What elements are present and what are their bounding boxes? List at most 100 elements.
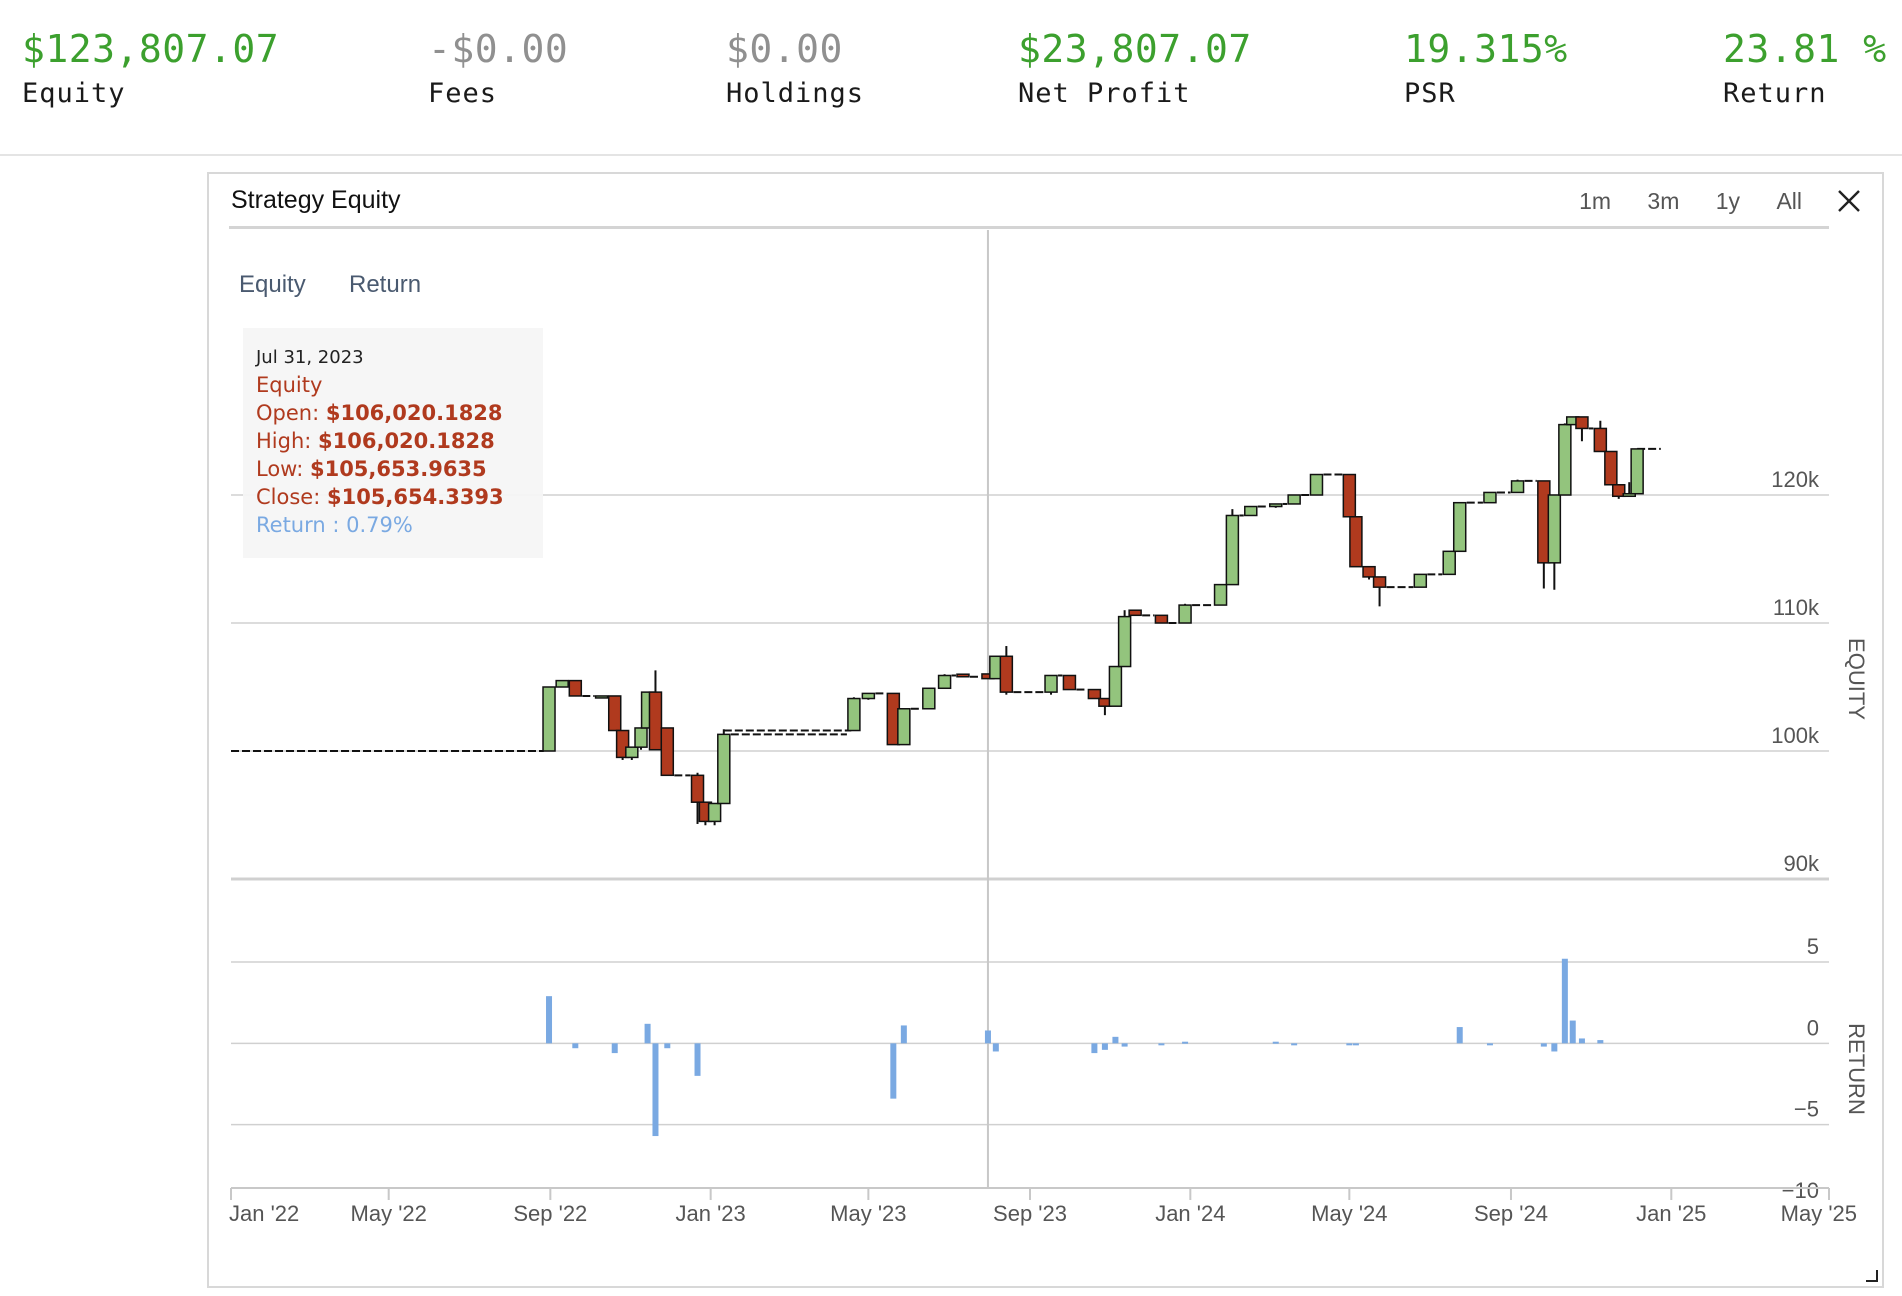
- candle-body: [1611, 484, 1626, 498]
- equity-candle: [1154, 614, 1169, 624]
- equity-tick-label: 90k: [1784, 851, 1820, 876]
- equity-candle: [648, 670, 663, 751]
- candle-body: [634, 727, 648, 748]
- equity-candle: [999, 646, 1014, 695]
- range-1y-button[interactable]: 1y: [1715, 188, 1741, 214]
- stats-bar: $123,807.07 Equity -$0.00 Fees $0.00 Hol…: [0, 0, 1902, 156]
- range-all-button[interactable]: All: [1776, 188, 1802, 214]
- return-bar: [611, 1043, 618, 1054]
- candle-body: [1558, 423, 1572, 496]
- candle-body: [717, 733, 731, 805]
- return-bar: [1561, 958, 1568, 1044]
- tooltip-background: [243, 328, 543, 558]
- return-bar: [1551, 1043, 1558, 1052]
- tooltip-open: Open: $106,020.1828: [256, 401, 503, 425]
- candle-body: [1108, 665, 1123, 707]
- equity-chart[interactable]: 90k 100k 110k 120k 5 0 −5 −10 Jan '22 May '22 Sep …: [209, 174, 1882, 1286]
- return-bar: [652, 1043, 659, 1137]
- x-tick-label: May '24: [1311, 1201, 1387, 1226]
- range-3m-button[interactable]: 3m: [1647, 188, 1680, 214]
- candle-body: [660, 727, 675, 777]
- equity-candle: [1062, 674, 1077, 691]
- equity-candle: [1108, 665, 1123, 707]
- equity-candle: [568, 679, 583, 697]
- return-bar: [992, 1043, 999, 1052]
- equity-candle: [1213, 583, 1228, 606]
- candle-body: [897, 708, 911, 746]
- equity-candle: [625, 746, 639, 760]
- panel-title: Strategy Equity: [231, 186, 401, 214]
- candle-body: [1593, 427, 1608, 453]
- candle-body: [1087, 688, 1102, 700]
- return-tick-label: 0: [1807, 1015, 1819, 1040]
- stat-label: Fees: [428, 78, 498, 109]
- return-bar: [664, 1043, 671, 1049]
- return-bar: [1352, 1043, 1359, 1046]
- x-tick-label: May '25: [1781, 1201, 1857, 1226]
- equity-candle: [847, 697, 861, 732]
- x-tick-label: Jan '25: [1636, 1201, 1706, 1226]
- return-bar: [1101, 1043, 1108, 1050]
- legend-return[interactable]: Return: [349, 271, 421, 298]
- equity-candle: [1611, 484, 1626, 499]
- equity-candle: [594, 695, 609, 699]
- equity-candle: [1268, 503, 1283, 508]
- x-tick-label: May '22: [351, 1201, 427, 1226]
- equity-candle: [634, 727, 648, 750]
- equity-candle: [1244, 505, 1258, 517]
- equity-candle: [717, 729, 731, 805]
- candle-body: [707, 802, 722, 823]
- return-bar: [984, 1030, 991, 1044]
- candle-body: [555, 679, 569, 688]
- equity-candle: [607, 695, 622, 732]
- stat-label: Holdings: [726, 78, 865, 109]
- tooltip: Jul 31, 2023 Equity Open: $106,020.1828 Hig…: [243, 328, 543, 558]
- equity-tick-label: 110k: [1773, 595, 1820, 620]
- legend-equity[interactable]: Equity: [239, 271, 306, 298]
- equity-candle: [1362, 565, 1376, 580]
- equity-candle: [956, 673, 970, 678]
- equity-candle: [1178, 603, 1192, 624]
- candle-body: [625, 746, 639, 759]
- candle-body: [690, 774, 705, 803]
- stat-fees: -$0.00 Fees: [428, 22, 568, 112]
- x-tick-label: Jan '22: [229, 1201, 299, 1226]
- candle-body: [861, 692, 876, 700]
- close-icon[interactable]: [1834, 186, 1864, 216]
- candle-body: [1452, 501, 1467, 553]
- tooltip-date: Jul 31, 2023: [255, 347, 364, 368]
- candle-body: [594, 695, 609, 699]
- equity-candle: [1442, 550, 1456, 576]
- x-tick-label: Jan '24: [1155, 1201, 1225, 1226]
- candle-body: [1630, 448, 1644, 495]
- tooltip-close: Close: $105,654.3393: [256, 485, 504, 509]
- candle-body: [1372, 576, 1387, 588]
- x-tick-label: May '23: [830, 1201, 906, 1226]
- candle-body: [542, 686, 556, 752]
- candle-body: [1575, 416, 1589, 430]
- equity-candle: [1309, 473, 1324, 496]
- candle-body: [1309, 473, 1324, 496]
- candle-body: [607, 695, 622, 732]
- equity-candle: [1510, 479, 1525, 494]
- return-bar: [900, 1025, 907, 1044]
- equity-candle: [1087, 688, 1102, 700]
- return-tick-label: −10: [1782, 1178, 1819, 1203]
- stat-value: 19.315%: [1404, 27, 1568, 71]
- equity-tick-label: 120k: [1771, 467, 1820, 492]
- equity-candle: [1537, 480, 1551, 589]
- candle-body: [1225, 514, 1240, 586]
- strategy-equity-panel: Strategy Equity 1m 3m 1y All 90k 100k 110k…: [207, 172, 1884, 1288]
- resize-handle[interactable]: [1866, 1270, 1878, 1282]
- candle-body: [1442, 550, 1456, 576]
- equity-candle: [1575, 416, 1589, 442]
- equity-candle: [555, 679, 569, 688]
- candle-body: [1349, 516, 1363, 568]
- stat-label: PSR: [1404, 78, 1456, 109]
- stat-return: 23.81 % Return: [1723, 22, 1887, 112]
- tooltip-low: Low: $105,653.9635: [256, 457, 487, 481]
- range-1m-button[interactable]: 1m: [1579, 188, 1612, 214]
- equity-candle: [1117, 610, 1132, 668]
- candle-body: [1178, 604, 1192, 624]
- candle-body: [648, 691, 663, 751]
